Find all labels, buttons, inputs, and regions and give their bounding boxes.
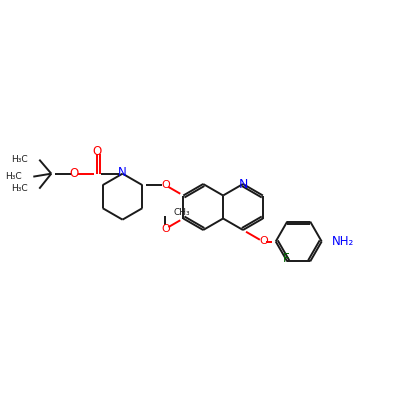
Text: NH₂: NH₂ xyxy=(332,235,354,248)
Text: N: N xyxy=(118,166,127,179)
Text: O: O xyxy=(161,180,170,190)
Text: O: O xyxy=(161,224,170,234)
Text: O: O xyxy=(70,167,79,180)
Text: N: N xyxy=(239,178,248,192)
Text: H₃C: H₃C xyxy=(11,155,27,164)
Text: H₃C: H₃C xyxy=(5,172,21,181)
Text: H₃C: H₃C xyxy=(11,184,27,193)
Text: O: O xyxy=(259,236,268,246)
Text: CH₃: CH₃ xyxy=(173,208,190,217)
Text: F: F xyxy=(283,252,290,265)
Text: O: O xyxy=(93,144,102,158)
